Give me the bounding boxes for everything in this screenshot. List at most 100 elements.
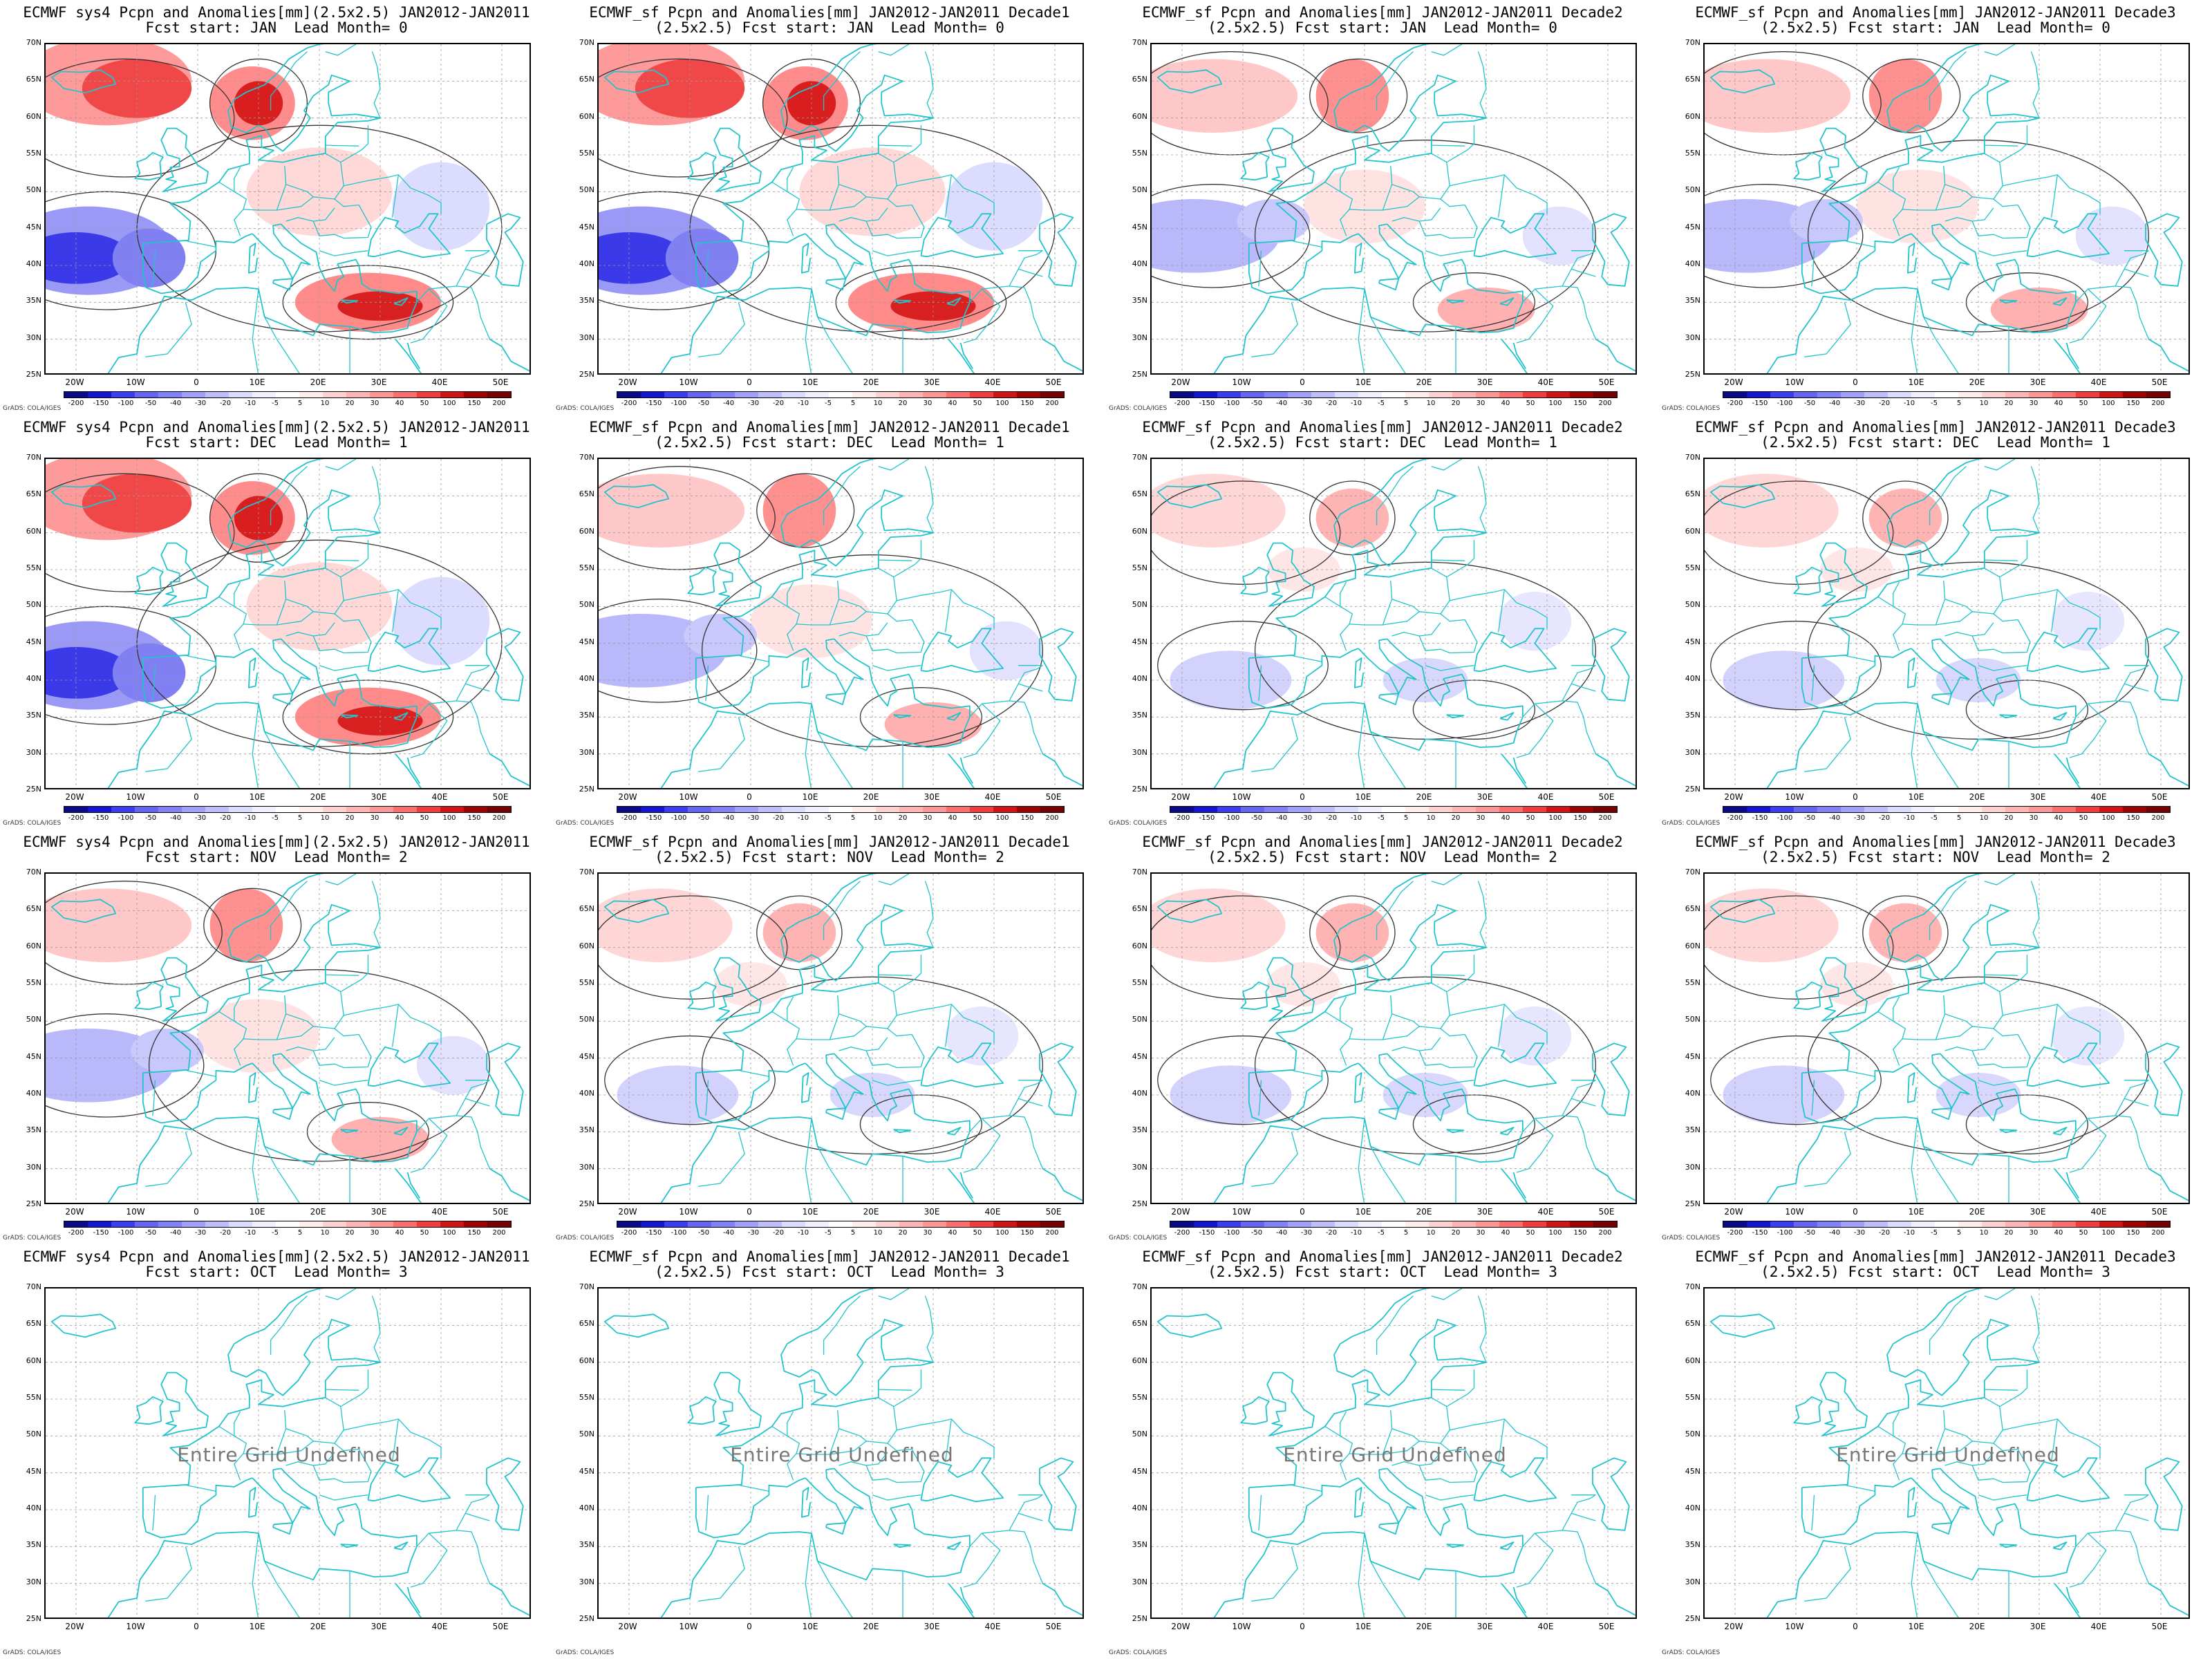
colorbar-swatch bbox=[1864, 392, 1888, 397]
longitude-label: 10W bbox=[679, 377, 698, 387]
map-panel: ECMWF sys4 Pcpn and Anomalies[mm](2.5x2.… bbox=[0, 830, 553, 1244]
coastline bbox=[1248, 1062, 1359, 1124]
longitude-label: 10W bbox=[1232, 792, 1251, 802]
longitude-label: 20W bbox=[1724, 1622, 1743, 1631]
latitude-label: 55N bbox=[1685, 563, 1700, 572]
colorbar-label: -40 bbox=[1828, 1229, 1841, 1237]
coastline bbox=[1801, 1477, 1912, 1539]
coastline bbox=[340, 1129, 359, 1134]
colorbar-swatch bbox=[2123, 807, 2146, 812]
colorbar-label: 150 bbox=[1020, 1229, 1034, 1237]
coastline bbox=[695, 532, 934, 659]
latitude-label: 35N bbox=[579, 296, 594, 306]
country-border bbox=[325, 568, 344, 615]
panel-title: ECMWF_sf Pcpn and Anomalies[mm] JAN2012-… bbox=[1695, 419, 2176, 435]
colorbar-label: -20 bbox=[1325, 814, 1338, 822]
country-border bbox=[2030, 466, 2040, 533]
longitude-label: 40E bbox=[431, 377, 448, 387]
coastline bbox=[367, 1457, 451, 1503]
precip-contour bbox=[1152, 480, 1341, 585]
coastline bbox=[1709, 1313, 1776, 1338]
panel-subtitle: Fcst start: OCT Lead Month= 3 bbox=[145, 1264, 408, 1280]
colorbar-swatch bbox=[1817, 807, 1841, 812]
longitude-label: 30E bbox=[2030, 1207, 2046, 1217]
map-canvas bbox=[1152, 874, 1635, 1203]
colorbar-label: -150 bbox=[646, 1229, 662, 1237]
coastline bbox=[252, 638, 311, 695]
coastline bbox=[1266, 957, 1315, 1022]
country-border bbox=[969, 665, 1043, 718]
longitude-label: 0 bbox=[1300, 792, 1305, 802]
coastline bbox=[1592, 1457, 1630, 1531]
coastline bbox=[395, 1168, 422, 1203]
country-border bbox=[1804, 302, 1851, 357]
colorbar-label: 30 bbox=[923, 814, 932, 822]
negative-anomaly-area bbox=[1498, 592, 1572, 651]
colorbar-label: 50 bbox=[973, 1229, 982, 1237]
colorbar-labels: -200 -150 -100 -50 -40 -30 -20 -10 -5 5 10 20 30 40 50… bbox=[1170, 814, 1618, 822]
country-border bbox=[1009, 1530, 1044, 1584]
latitude-label: 40N bbox=[1132, 1089, 1147, 1098]
latitude-label: 60N bbox=[1132, 111, 1147, 121]
country-border bbox=[796, 196, 912, 211]
colorbar bbox=[1170, 806, 1618, 813]
longitude-label: 30E bbox=[371, 792, 387, 802]
coastline bbox=[1333, 874, 1492, 982]
precip-contour bbox=[1710, 621, 1882, 711]
colorbar-labels: -200 -150 -100 -50 -40 -30 -20 -10 -5 5 10 20 30 40 50… bbox=[1170, 400, 1618, 407]
precip-contour bbox=[1965, 1094, 2089, 1154]
coastline bbox=[280, 638, 418, 718]
colorbar-swatch bbox=[1405, 392, 1429, 397]
country-border bbox=[1902, 196, 2018, 211]
country-border bbox=[787, 167, 794, 192]
colorbar-label: -40 bbox=[169, 814, 182, 822]
country-border bbox=[391, 174, 400, 218]
colorbar-label: -50 bbox=[1803, 400, 1816, 407]
country-border bbox=[878, 1389, 912, 1391]
colorbar-swatch bbox=[346, 392, 370, 397]
country-border bbox=[2115, 285, 2150, 339]
longitude-label: 40E bbox=[2090, 1622, 2107, 1631]
latitude-label: 45N bbox=[1132, 222, 1147, 232]
country-border bbox=[285, 1428, 314, 1442]
coastline bbox=[1213, 1116, 1524, 1203]
latitude-label: 25N bbox=[1132, 370, 1147, 379]
coastline bbox=[134, 151, 164, 181]
longitude-label: 10E bbox=[1355, 1622, 1371, 1631]
latitude-label: 45N bbox=[1685, 1051, 1700, 1061]
colorbar-swatch bbox=[1770, 807, 1794, 812]
coastline bbox=[800, 1072, 812, 1103]
country-border bbox=[893, 125, 922, 163]
colorbar-label: -5 bbox=[1931, 814, 1938, 822]
country-border bbox=[829, 1409, 840, 1455]
colorbar-label: -50 bbox=[697, 1229, 710, 1237]
country-border bbox=[312, 1449, 372, 1483]
negative-anomaly-area bbox=[1237, 199, 1310, 243]
coastline bbox=[1039, 1042, 1077, 1116]
colorbar-swatch bbox=[2052, 1221, 2076, 1227]
country-border bbox=[465, 1512, 490, 1521]
coastline bbox=[393, 297, 409, 306]
latitude-label: 55N bbox=[1132, 149, 1147, 158]
coastline bbox=[833, 638, 971, 718]
colorbar-swatch bbox=[64, 807, 88, 812]
country-border bbox=[1978, 1494, 2027, 1501]
latitude-label: 60N bbox=[579, 526, 594, 536]
colorbar-swatch bbox=[1040, 392, 1064, 397]
latitude-label: 70N bbox=[1132, 1282, 1147, 1291]
colorbar-swatch bbox=[852, 807, 876, 812]
country-border bbox=[924, 1295, 934, 1362]
coastline bbox=[920, 628, 1004, 673]
longitude-label: 30E bbox=[2030, 1622, 2046, 1631]
country-border bbox=[325, 44, 357, 56]
colorbar-swatch bbox=[1382, 392, 1405, 397]
longitude-label: 20W bbox=[618, 377, 637, 387]
country-border bbox=[1522, 1080, 1596, 1132]
colorbar-labels: -200 -150 -100 -50 -40 -30 -20 -10 -5 5 10 20 30 40 50… bbox=[64, 400, 512, 407]
latitude-label: 50N bbox=[26, 1430, 41, 1439]
country-border bbox=[817, 317, 853, 373]
map-canvas bbox=[46, 1288, 529, 1618]
panel-subtitle: (2.5x2.5) Fcst start: OCT Lead Month= 3 bbox=[655, 1264, 1004, 1280]
country-border bbox=[1431, 559, 1465, 561]
colorbar bbox=[617, 806, 1065, 813]
